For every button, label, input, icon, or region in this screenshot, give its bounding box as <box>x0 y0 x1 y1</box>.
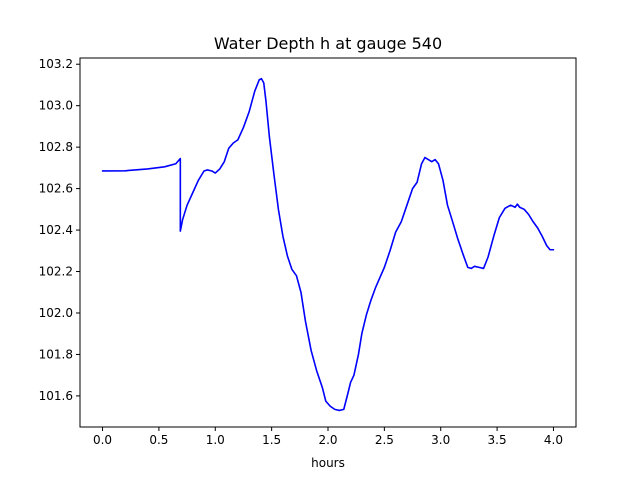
x-tick-label: 2.0 <box>318 433 337 447</box>
x-tick-label: 2.5 <box>375 433 394 447</box>
y-tick-label: 101.6 <box>39 389 73 403</box>
plot-frame <box>79 57 577 428</box>
series-line <box>101 77 555 412</box>
series-layer <box>101 77 555 412</box>
y-tick-label: 101.8 <box>39 347 73 361</box>
x-tick-label: 1.5 <box>262 433 281 447</box>
y-tick-label: 102.8 <box>39 140 73 154</box>
y-tick-label: 103.0 <box>39 99 73 113</box>
x-tick-label: 3.0 <box>431 433 450 447</box>
x-tick-label: 4.0 <box>544 433 563 447</box>
y-tick-label: 102.4 <box>39 223 73 237</box>
chart-title: Water Depth h at gauge 540 <box>214 34 442 53</box>
x-tick-label: 0.5 <box>149 433 168 447</box>
x-tick-label: 1.0 <box>206 433 225 447</box>
x-axis-label: hours <box>311 456 345 470</box>
y-tick-label: 102.2 <box>39 265 73 279</box>
x-tick-label: 0.0 <box>93 433 112 447</box>
y-axis: 101.6 101.8 102.0 102.2 102.4 102.6 102.8 103.0… <box>39 57 80 403</box>
x-tick-label: 3.5 <box>488 433 507 447</box>
y-tick-label: 102.6 <box>39 182 73 196</box>
y-tick-label: 102.0 <box>39 306 73 320</box>
y-tick-label: 103.2 <box>39 57 73 71</box>
x-axis: 0.0 0.5 1.0 1.5 2.0 2.5 3.0 3.5 4.0 <box>93 427 563 447</box>
